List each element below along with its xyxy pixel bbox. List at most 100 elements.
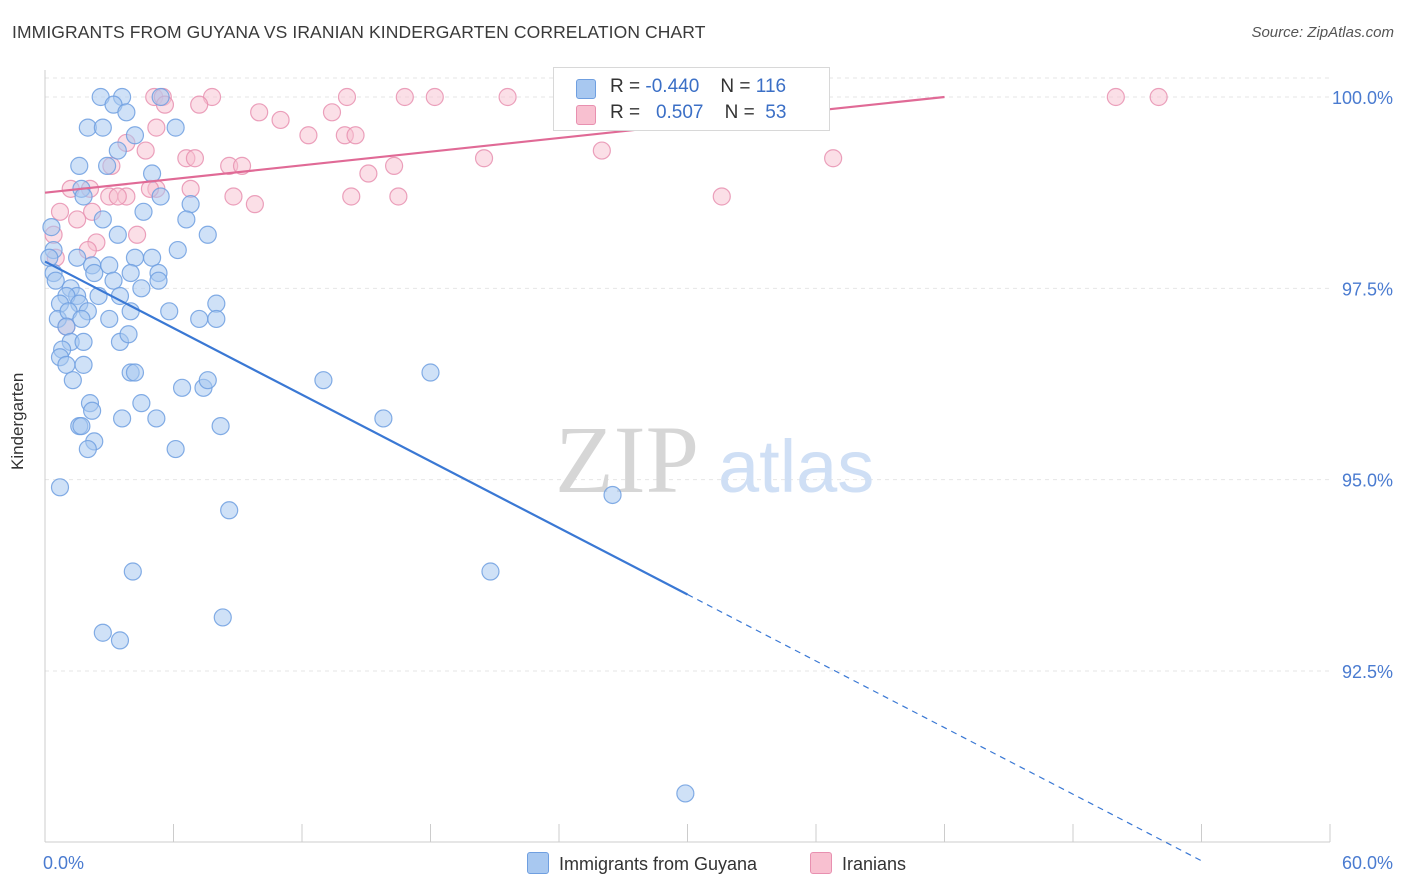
guyana-point [151, 187, 170, 206]
guyana-point [70, 156, 89, 175]
guyana-point [57, 355, 76, 374]
guyana-point [207, 294, 226, 313]
guyana-point [142, 248, 162, 267]
bottom-legend-guyana: Immigrants from Guyana [527, 852, 757, 875]
iranians-point [1106, 87, 1125, 107]
n-label: N = [724, 102, 755, 123]
iranians-point [322, 103, 342, 122]
guyana-point [57, 317, 76, 336]
guyana-point [63, 371, 82, 390]
guyana-point [125, 363, 145, 382]
legend-text-guyana: R = -0.440 N = 116 [610, 76, 786, 98]
iranians-point [299, 126, 318, 145]
guyana-point [220, 501, 239, 520]
guyana-point [72, 416, 91, 436]
iranians-point [108, 187, 127, 206]
iranians-point [250, 103, 269, 122]
guyana-point [93, 210, 112, 229]
guyana-point [198, 225, 217, 244]
guyana-point [108, 225, 127, 244]
y-tick-label: 97.5% [1342, 279, 1393, 299]
iranians-point [384, 156, 404, 175]
guyana-point [104, 271, 123, 290]
guyana-point [117, 103, 136, 122]
r-label: R = [610, 102, 641, 123]
guyana-point [166, 118, 185, 137]
guyana-point [108, 141, 127, 160]
x-tick-label-max: 60.0% [1342, 853, 1393, 873]
chart-title: IMMIGRANTS FROM GUYANA VS IRANIAN KINDER… [12, 22, 706, 42]
guyana-point [74, 332, 93, 352]
y-tick-label: 100.0% [1332, 88, 1393, 108]
iranians-point [190, 95, 209, 114]
iranians-point [50, 202, 70, 221]
iranians-point [425, 87, 444, 107]
correlation-legend: R = -0.440 N = 116 R = 0.507 N = 53 [553, 67, 830, 131]
guyana-point [166, 439, 185, 459]
iranians-point [395, 87, 414, 107]
watermark-zip: ZIP [555, 406, 699, 513]
guyana-point [603, 485, 622, 505]
guyana-point [374, 409, 393, 428]
guyana-point [213, 608, 232, 627]
guyana-point [50, 478, 70, 497]
guyana-point [42, 218, 61, 237]
guyana-point [198, 371, 217, 390]
tick-labels: 92.5% 95.0% 97.5% 100.0% 0.0% 60.0% [43, 88, 1393, 873]
guyana-point [78, 439, 97, 459]
guyana-point [207, 309, 226, 329]
iranians-point [592, 141, 611, 160]
guyana-point [177, 210, 196, 229]
guyana-point [119, 325, 138, 344]
guyana-point [93, 118, 112, 137]
guyana-point [46, 271, 65, 290]
guyana-trend-line [44, 260, 689, 596]
guyana-point [149, 271, 168, 290]
guyana-point [172, 378, 192, 397]
guyana-point [68, 248, 87, 267]
iranians-point [127, 225, 147, 244]
r-value: -0.440 [645, 76, 700, 97]
guyana-point [481, 562, 500, 581]
guyana-point [125, 248, 145, 267]
guyana-point [83, 401, 102, 420]
bottom-legend-swatch-iranians [810, 852, 832, 874]
guyana-point [98, 156, 117, 175]
iranians-point [498, 87, 517, 107]
iranians-point [185, 149, 205, 168]
guyana-point [72, 309, 91, 329]
guyana-point [110, 631, 130, 650]
iranians-point [147, 118, 166, 137]
guyana-point [168, 240, 187, 260]
r-label: R = [610, 76, 641, 97]
guyana-point [100, 309, 119, 329]
iranians-point [824, 149, 843, 168]
guyana-point [421, 363, 440, 382]
iranians-point [712, 187, 731, 206]
bottom-legend-label-guyana: Immigrants from Guyana [559, 854, 758, 874]
guyana-point [676, 784, 695, 803]
n-value: 53 [765, 102, 787, 123]
iranians-point [68, 210, 87, 229]
guyana-point [142, 164, 162, 183]
iranians-point [224, 187, 243, 206]
guyana-point [132, 394, 151, 413]
y-tick-label: 95.0% [1342, 471, 1393, 491]
iranians-point [474, 149, 494, 168]
watermark-atlas: atlas [718, 425, 874, 508]
guyana-point [74, 355, 93, 374]
axes [44, 70, 1331, 843]
guyana-point [110, 286, 130, 306]
guyana-points [40, 87, 695, 803]
iranians-point [337, 87, 357, 107]
iranians-point [245, 195, 264, 214]
guyana-point [190, 309, 209, 329]
guyana-point [85, 263, 104, 283]
y-axis-label: Kindergarten [8, 372, 27, 470]
guyana-point [147, 409, 166, 428]
legend-swatch-iranians [576, 105, 596, 125]
guyana-point [211, 416, 230, 436]
iranians-point [1149, 87, 1168, 107]
guyana-trend-extension [687, 593, 1202, 862]
